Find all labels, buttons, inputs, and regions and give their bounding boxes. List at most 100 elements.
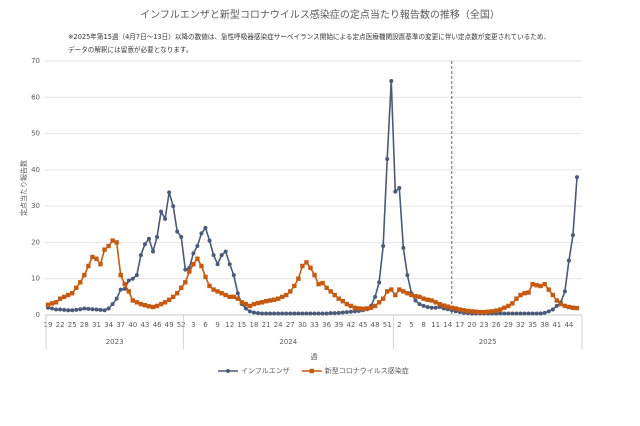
data-point (118, 272, 123, 278)
data-point (179, 234, 184, 239)
data-point (364, 306, 370, 311)
data-point (251, 301, 257, 307)
data-point (320, 311, 325, 316)
data-point (494, 308, 499, 313)
data-point (158, 301, 164, 307)
data-point (449, 305, 455, 310)
data-point (530, 311, 535, 316)
data-point (126, 289, 131, 294)
data-point (514, 311, 519, 316)
data-point (90, 254, 95, 260)
data-point (546, 309, 551, 314)
data-point (70, 308, 75, 313)
data-point (235, 291, 240, 296)
data-point (324, 285, 329, 290)
data-point (542, 281, 547, 287)
data-point (340, 299, 345, 304)
x-tick-label: 30 (298, 321, 307, 329)
data-point (376, 300, 382, 305)
data-point (300, 263, 305, 269)
data-point (506, 311, 511, 316)
data-point (223, 249, 228, 254)
data-point (146, 236, 151, 241)
data-point (126, 278, 131, 283)
data-point (74, 285, 79, 290)
data-point (239, 300, 245, 305)
x-tick-label: 12 (225, 321, 234, 329)
data-point (183, 267, 188, 272)
data-point (66, 308, 71, 313)
data-point (502, 311, 507, 316)
data-point (195, 256, 200, 261)
x-tick-label: 5 (409, 321, 413, 329)
data-point (146, 304, 152, 309)
data-point (574, 305, 580, 311)
data-point (62, 307, 67, 312)
data-point (247, 303, 253, 309)
data-point (243, 301, 249, 307)
data-point (417, 294, 422, 300)
data-point (308, 311, 313, 316)
data-point (348, 303, 354, 309)
data-point (304, 260, 309, 265)
x-tick-label: 28 (80, 321, 89, 329)
data-point (312, 311, 317, 316)
data-point (425, 297, 430, 302)
x-tick-label: 14 (443, 321, 452, 329)
data-point (425, 305, 430, 310)
note: データの解釈には留意が必要となります。 (68, 45, 192, 54)
data-point (275, 296, 281, 301)
data-point (102, 247, 107, 252)
data-point (433, 300, 438, 305)
x-tick-label: 32 (516, 321, 525, 329)
data-point (235, 296, 240, 301)
data-point (538, 283, 543, 289)
data-point (352, 305, 358, 310)
x-tick-label: 15 (237, 321, 246, 329)
data-point (191, 262, 196, 267)
data-point (167, 190, 172, 195)
data-point (45, 302, 51, 308)
x-tick-label: 33 (310, 321, 319, 329)
x-tick-label: 52 (177, 321, 186, 329)
data-point (223, 292, 228, 298)
x-tick-label: 25 (68, 321, 77, 329)
x-tick-label: 26 (492, 321, 501, 329)
data-point (405, 291, 410, 296)
x-tick-label: 27 (286, 321, 295, 329)
data-point (421, 296, 426, 301)
data-point (150, 304, 156, 310)
data-point (134, 300, 140, 305)
data-point (385, 289, 390, 294)
x-tick-label: 9 (215, 321, 219, 329)
data-point (86, 263, 91, 269)
data-point (461, 308, 467, 313)
data-point (389, 78, 394, 83)
data-point (175, 229, 180, 234)
data-point (219, 253, 224, 258)
x-tick-label: 51 (383, 321, 392, 329)
legend-marker (309, 368, 314, 374)
data-point (175, 291, 180, 296)
data-point (162, 300, 168, 305)
data-point (98, 307, 103, 312)
data-point (219, 291, 224, 296)
data-point (191, 251, 196, 256)
data-point (227, 262, 232, 267)
data-point (195, 244, 200, 249)
data-point (292, 311, 297, 316)
data-point (510, 311, 515, 316)
data-point (465, 308, 471, 314)
legend-label: インフルエンザ (241, 367, 290, 375)
x-tick-label: 42 (346, 321, 355, 329)
x-tick-label: 18 (249, 321, 258, 329)
data-point (207, 238, 212, 243)
data-point (57, 296, 63, 301)
data-point (211, 253, 216, 258)
data-point (328, 289, 333, 294)
data-point (203, 225, 208, 230)
data-point (380, 296, 386, 301)
data-point (316, 281, 321, 287)
data-point (255, 300, 261, 306)
data-point (381, 244, 386, 249)
